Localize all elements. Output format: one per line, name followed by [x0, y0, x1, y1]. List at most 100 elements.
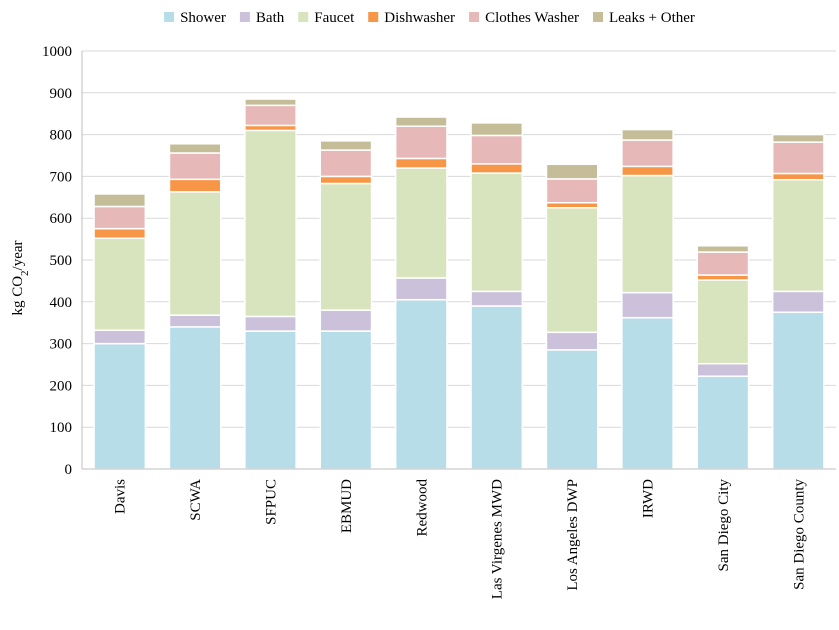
bar-stack: [470, 122, 524, 470]
bar-segment: [93, 342, 147, 470]
bar-segment: [771, 311, 825, 470]
y-tick-label: 800: [50, 128, 73, 144]
y-axis-label-subscript: 2: [19, 270, 31, 276]
x-tick-label: Los Angeles DWP: [565, 479, 581, 591]
bar-segment: [168, 178, 222, 193]
bar-segment: [621, 316, 674, 470]
bar-segment: [93, 329, 147, 345]
y-axis-label-tail: /year: [10, 240, 26, 270]
legend-swatch: [469, 12, 480, 22]
legend-item: Clothes Washer: [469, 10, 579, 26]
y-axis-label: kg CO2/year: [10, 240, 31, 315]
legend-label: Shower: [180, 10, 226, 26]
bar-stack: [394, 116, 448, 470]
bar-segment: [319, 175, 373, 185]
legend-item: Leaks + Other: [592, 10, 695, 26]
bar-segment: [470, 305, 524, 470]
legend-swatch: [164, 12, 175, 22]
bar-segment: [394, 157, 448, 169]
bar-segment: [93, 227, 147, 240]
bar-segment: [319, 140, 373, 151]
bar-segment: [93, 237, 147, 331]
axes: [81, 51, 836, 470]
bar-segment: [696, 375, 750, 470]
bar-segment: [621, 165, 674, 177]
legend-label: Faucet: [314, 10, 355, 26]
legend-item: Bath: [239, 10, 285, 26]
bar-segment: [621, 174, 674, 294]
y-tick-label: 200: [50, 378, 73, 394]
x-tick-label: Las Virgenes MWD: [490, 479, 506, 599]
bar-stack: [621, 128, 674, 470]
bar-segment: [545, 163, 599, 180]
bar-segment: [394, 167, 448, 279]
bar-segment: [545, 178, 599, 204]
bar-stack: [771, 133, 825, 470]
x-tick-label: SFPUC: [264, 479, 280, 525]
x-tick-label: San Diego City: [716, 479, 732, 572]
bar-segment: [319, 149, 373, 178]
bar-segment: [621, 128, 674, 141]
bar-segment: [470, 134, 524, 165]
bar-segment: [696, 245, 750, 253]
bar-segment: [696, 274, 750, 281]
bar-segment: [470, 122, 524, 137]
bar-segment: [244, 124, 297, 132]
x-tick-label: San Diego County: [791, 479, 807, 590]
legend-swatch: [239, 12, 250, 22]
legend: Shower Bath Faucet Dishwasher Clothes Washer…: [164, 10, 695, 26]
bar-segment: [168, 326, 222, 470]
bar-segment: [168, 143, 222, 154]
bar-segment: [621, 291, 674, 319]
y-tick-label: 400: [50, 295, 73, 311]
bars: [93, 98, 825, 470]
bar-segment: [621, 139, 674, 168]
bar-segment: [771, 141, 825, 175]
bar-segment: [771, 133, 825, 143]
bar-stack: [93, 193, 147, 470]
y-tick-label: 100: [50, 420, 73, 436]
bar-stack: [696, 245, 750, 470]
bar-segment: [696, 251, 750, 276]
bar-segment: [545, 207, 599, 334]
bar-segment: [168, 191, 222, 316]
legend-swatch: [592, 12, 603, 22]
y-tick-label: 1000: [42, 44, 72, 60]
bar-segment: [168, 152, 222, 181]
y-tick-label: 700: [50, 169, 73, 185]
legend-item: Faucet: [298, 10, 355, 26]
y-tick-label: 600: [50, 211, 73, 227]
bar-segment: [244, 315, 297, 332]
bar-segment: [545, 331, 599, 351]
x-tick-label: IRWD: [641, 479, 657, 518]
legend-item: Dishwasher: [368, 10, 455, 26]
bar-segment: [319, 182, 373, 311]
legend-label: Dishwasher: [384, 10, 455, 26]
bar-segment: [394, 298, 448, 470]
bar-segment: [244, 330, 297, 470]
bar-stack: [319, 140, 373, 470]
bar-segment: [244, 104, 297, 127]
y-axis-label-main: kg CO: [10, 276, 26, 316]
y-tick-label: 300: [50, 337, 73, 353]
bar-segment: [244, 98, 297, 107]
bar-segment: [168, 314, 222, 328]
bar-segment: [394, 116, 448, 127]
bar-segment: [394, 125, 448, 160]
x-tick-label: EBMUD: [339, 479, 355, 533]
x-tick-label: SCWA: [188, 479, 204, 521]
y-tick-label: 500: [50, 253, 73, 269]
bar-segment: [696, 362, 750, 377]
legend-label: Leaks + Other: [609, 10, 695, 26]
bar-segment: [93, 193, 147, 208]
bar-stack: [244, 98, 297, 470]
bar-stack: [168, 143, 222, 470]
legend-label: Clothes Washer: [485, 10, 579, 26]
bar-segment: [696, 279, 750, 365]
bar-segment: [470, 290, 524, 307]
bar-segment: [545, 201, 599, 209]
bar-segment: [771, 172, 825, 181]
bar-segment: [244, 129, 297, 318]
